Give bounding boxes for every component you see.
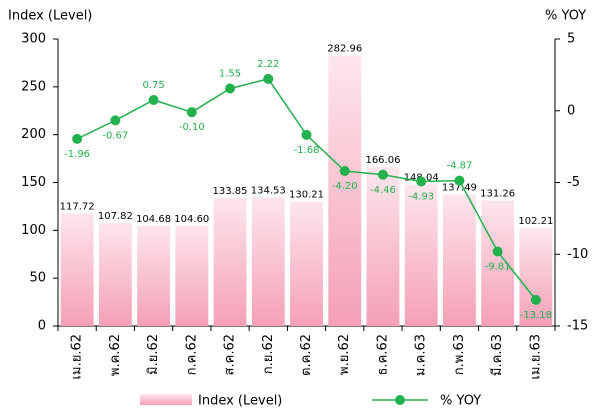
yoy-value-label: 0.75 [142,80,164,91]
yoy-marker [148,94,159,105]
yoy-marker [72,133,83,144]
y-tick-label: 0 [38,319,46,334]
yoy-value-label: 1.55 [219,69,241,80]
y2-tick-label: 0 [567,103,575,118]
x-tick-label: พ.ย.62 [337,334,352,375]
yoy-marker [492,246,503,257]
yoy-marker [530,294,541,305]
yoy-value-label: -4.46 [370,185,396,196]
y-tick-label: 100 [21,223,46,238]
x-tick-label: ก.ค.62 [184,334,199,375]
bar-value-label: 133.85 [213,186,248,197]
yoy-value-label: -4.20 [332,181,358,192]
yoy-marker [110,115,121,126]
x-tick-label: ธ.ค.62 [375,334,390,375]
yoy-marker [225,83,236,94]
yoy-marker [454,175,465,186]
bar-value-label: 102.21 [518,216,553,227]
y2-tick-label: -15 [567,319,588,334]
x-tick-label: มี.ค.63 [489,334,505,376]
bar-value-label: 104.68 [136,214,171,225]
bar [328,55,362,326]
bar [442,194,476,326]
y2-tick-label: 5 [567,32,575,47]
bar [481,200,515,326]
yoy-value-label: -4.93 [408,191,434,202]
y-tick-label: 150 [21,175,46,190]
legend-label: % YOY [440,394,481,409]
bar [137,225,171,326]
legend-label: Index (Level) [198,394,282,409]
bar [366,167,400,326]
y-tick-label: 250 [21,79,46,94]
bar [519,228,553,326]
y2-axis-title: % YOY [545,9,586,24]
y2-tick-label: -5 [567,175,580,190]
bar-value-label: 137.49 [442,182,477,193]
x-tick-label: ต.ค.62 [299,334,314,376]
yoy-marker [377,169,388,180]
legend-swatch-bar [140,394,192,405]
legend-swatch-marker [395,395,405,405]
yoy-marker [416,176,427,187]
yoy-value-label: -1.68 [294,145,320,156]
x-tick-label: ส.ค.62 [223,334,238,375]
bar [60,213,94,326]
bar-value-label: 107.82 [98,211,133,222]
bar-value-label: 117.72 [60,201,95,212]
bar-value-label: 130.21 [289,189,324,200]
x-tick-label: ก.ย.62 [261,334,276,374]
yoy-marker [186,107,197,118]
bar-value-label: 131.26 [480,188,515,199]
bar [251,197,285,326]
yoy-value-label: 2.22 [257,59,279,70]
y-tick-label: 200 [21,127,46,142]
bar [404,184,438,326]
bar [98,222,132,326]
bar [290,201,323,326]
x-tick-label: เม.ย.62 [70,334,85,379]
x-tick-label: ก.พ.63 [452,334,467,375]
bar-value-label: 166.06 [365,155,400,166]
bar-value-label: 134.53 [251,185,286,196]
x-tick-label: เม.ย.63 [528,334,543,379]
y-tick-label: 300 [21,32,46,47]
yoy-value-label: -13.18 [520,310,552,321]
y-axis-title: Index (Level) [8,9,92,24]
yoy-marker [263,73,274,84]
y2-tick-label: -10 [567,247,588,262]
x-tick-label: พ.ค.62 [108,334,123,376]
bar [213,197,247,326]
bar-value-label: 104.60 [174,214,209,225]
bar [175,225,209,326]
x-tick-label: ม.ค.63 [414,334,429,376]
yoy-marker [339,166,350,177]
x-tick-label: มิ.ย.62 [146,334,161,375]
yoy-value-label: -4.87 [446,161,472,172]
yoy-value-label: -1.96 [64,149,90,160]
yoy-marker [301,129,312,140]
yoy-value-label: -0.10 [179,122,205,133]
yoy-value-label: -0.67 [102,130,128,141]
y-tick-label: 50 [29,271,46,286]
yoy-value-label: -9.81 [485,262,511,273]
bar-value-label: 282.96 [327,43,362,54]
